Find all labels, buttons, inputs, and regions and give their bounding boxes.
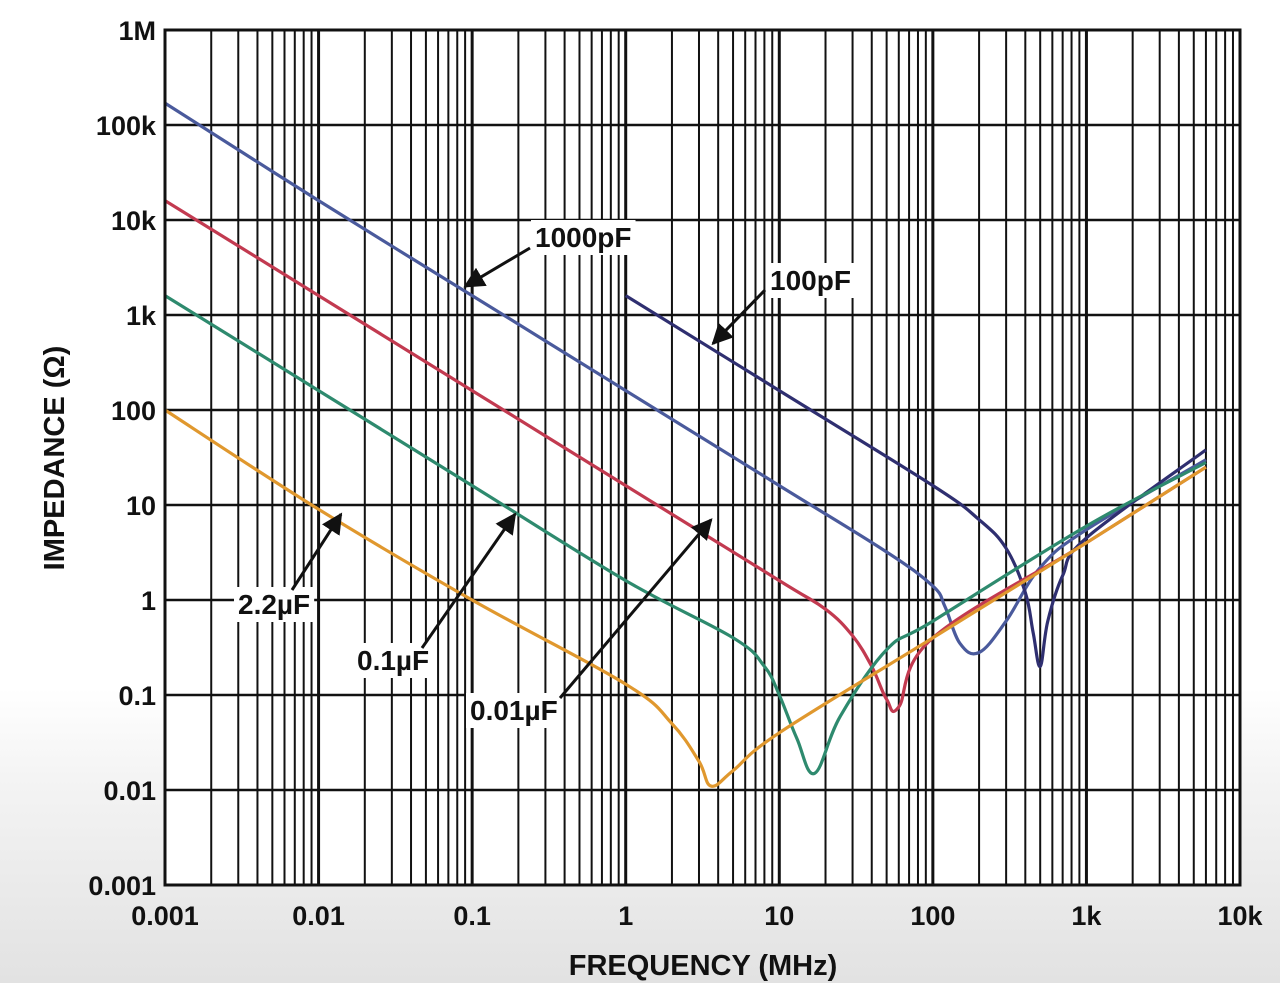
annotation-label-background — [466, 693, 562, 728]
x-tick-label: 1 — [618, 901, 633, 931]
annotation-label: 0.1µF — [357, 645, 429, 676]
y-tick-label: 1 — [141, 586, 156, 616]
series-layer — [164, 101, 1207, 788]
y-tick-label: 1k — [126, 301, 157, 331]
y-tick-labels: 0.001 0.01 0.1 1 10 100 1k 10k 100k 1M — [88, 16, 157, 901]
annotation-arrow — [558, 518, 713, 699]
annotation-label-background — [353, 643, 434, 678]
x-tick-label: 0.001 — [131, 901, 199, 931]
plot-frame — [163, 28, 1242, 887]
annotation-arrow — [420, 512, 517, 649]
series-line-1000pf — [164, 101, 1207, 656]
plot-background — [165, 30, 1240, 885]
x-tick-label: 0.1 — [453, 901, 491, 931]
x-tick-label: 1k — [1071, 901, 1102, 931]
y-tick-label: 10k — [111, 206, 157, 236]
x-tick-label: 0.01 — [292, 901, 345, 931]
y-tick-label: 0.001 — [88, 871, 156, 901]
series-line-0-01-f — [164, 199, 1207, 713]
y-tick-label: 0.1 — [118, 681, 156, 711]
y-tick-label: 1M — [118, 16, 156, 46]
x-tick-label: 100 — [910, 901, 955, 931]
x-tick-labels: 0.001 0.01 0.1 1 10 100 1k 10k — [131, 901, 1263, 931]
annotation-label-background — [766, 263, 855, 298]
annotation-arrow — [463, 246, 531, 288]
annotations: 1000pF 100pF 2.2µF 0.1µF 0.01µF — [234, 220, 855, 728]
annotation-arrow — [711, 288, 767, 346]
x-tick-label: 10 — [764, 901, 794, 931]
annotation-label: 2.2µF — [238, 589, 310, 620]
y-tick-label: 100k — [96, 111, 157, 141]
annotation-label: 100pF — [770, 265, 851, 296]
y-tick-label: 0.01 — [103, 776, 156, 806]
annotation-label: 0.01µF — [470, 695, 558, 726]
y-axis-title: IMPEDANCE (Ω) — [39, 346, 71, 571]
annotation-label-background — [234, 587, 315, 622]
series-line-0-1-f — [164, 294, 1207, 776]
x-tick-label: 10k — [1217, 901, 1263, 931]
series-line-2-2-f — [164, 408, 1207, 788]
annotation-arrow — [290, 512, 343, 591]
y-tick-label: 10 — [126, 491, 156, 521]
y-tick-label: 100 — [111, 396, 156, 426]
annotation-label-background — [531, 220, 636, 255]
x-axis-title: FREQUENCY (MHz) — [569, 950, 838, 982]
series-line-100pf — [624, 294, 1207, 669]
annotation-label: 1000pF — [535, 222, 632, 253]
